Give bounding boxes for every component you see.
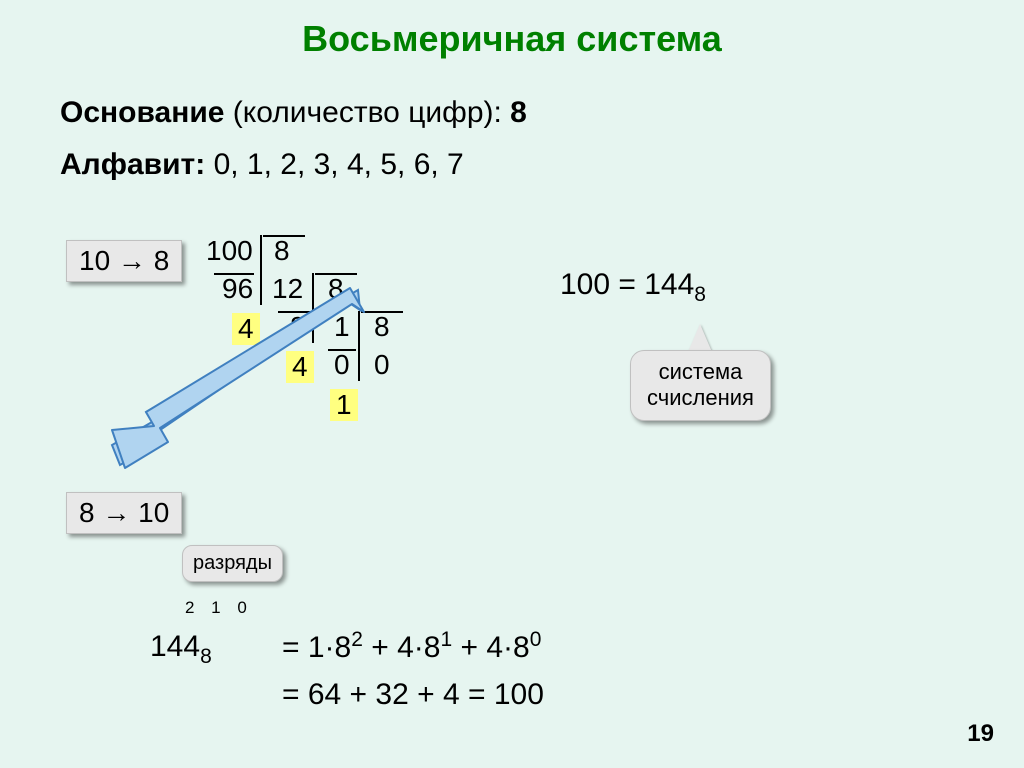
- tag-razryady: разряды: [182, 545, 283, 582]
- expansion-line1: = 1·82 + 4·81 + 4·80: [282, 628, 541, 665]
- number-144-octal: 1448: [150, 630, 212, 669]
- tag-8-to-10: 8 → 10: [66, 492, 182, 534]
- page-number: 19: [967, 720, 994, 748]
- conversion-result: 100 = 1448: [560, 268, 706, 307]
- callout-numeral-system: системасчисления: [630, 350, 771, 421]
- arrow-icon: [110, 260, 370, 480]
- base-value: 8: [510, 96, 527, 129]
- base-paren: (количество цифр):: [224, 96, 510, 129]
- callout-tail: [688, 324, 712, 352]
- alphabet-line: Алфавит: 0, 1, 2, 3, 4, 5, 6, 7: [60, 148, 1024, 182]
- razryad-digits: 2 1 0: [185, 598, 253, 618]
- base-line: Основание (количество цифр): 8: [60, 96, 1024, 130]
- alphabet-values: 0, 1, 2, 3, 4, 5, 6, 7: [214, 148, 464, 181]
- expansion-line2: = 64 + 32 + 4 = 100: [282, 678, 544, 712]
- alphabet-label: Алфавит:: [60, 148, 214, 181]
- page-title: Восьмеричная система: [0, 0, 1024, 60]
- div-0b: 0: [374, 349, 390, 381]
- div-8d: 8: [374, 311, 390, 343]
- base-label: Основание: [60, 96, 224, 129]
